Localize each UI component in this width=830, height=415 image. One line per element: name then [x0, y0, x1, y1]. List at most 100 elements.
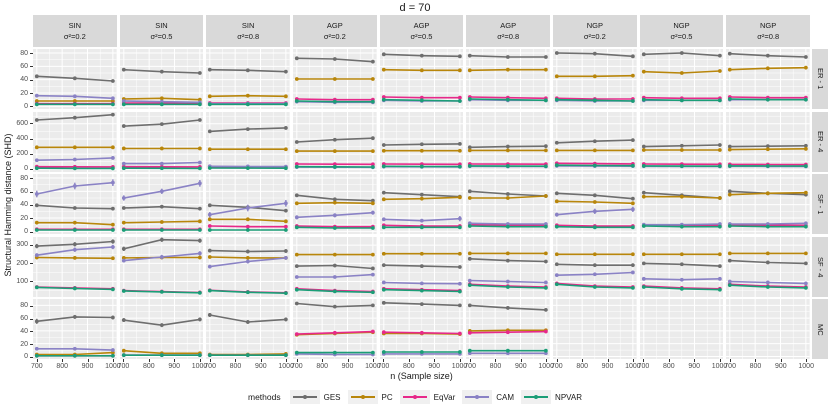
series-EqVar	[468, 330, 549, 336]
col-facet-strip-ngp-8: NGP σ²=0.8	[726, 15, 810, 47]
col-facet-strip-ngp-7: NGP σ²=0.5	[639, 15, 724, 47]
row-facet-label: MC	[815, 323, 825, 336]
legend-key-pc: PC	[347, 390, 393, 404]
x-tick-label: 1000	[625, 363, 641, 371]
row-facet-label: ER - 1	[815, 68, 825, 90]
series-GES	[728, 258, 809, 266]
series-GES	[34, 74, 115, 83]
series-NPVAR	[728, 97, 809, 102]
x-tick-label: 1000	[538, 363, 554, 371]
x-tick-mark	[730, 359, 732, 363]
x-tick-mark	[632, 359, 634, 363]
x-tick-mark	[174, 359, 176, 363]
x-tick-mark	[62, 359, 64, 363]
row-facet-label: SF - 1	[815, 193, 825, 215]
x-tick-label: 900	[601, 363, 614, 371]
series-CAM	[34, 155, 115, 162]
x-tick-mark	[694, 359, 696, 363]
y-tick-label: 20	[20, 340, 28, 348]
x-tick-label: 1000	[105, 363, 121, 371]
facet-panel-MC-AGP-5	[466, 299, 550, 360]
series-PC	[468, 251, 549, 256]
x-tick-mark	[719, 359, 721, 363]
y-tick-mark	[30, 66, 33, 68]
facet-panel-SF-1-AGP-5	[466, 174, 550, 235]
series-CAM	[34, 93, 115, 101]
facet-panel-ER-4-NGP-7	[639, 111, 724, 172]
x-tick-label: 700	[464, 363, 476, 371]
series-NPVAR	[208, 102, 289, 107]
col-facet-sigma-label: σ²=0.8	[757, 31, 780, 41]
x-tick-label: 700	[290, 363, 303, 371]
series-NPVAR	[294, 287, 375, 294]
series-CAM	[381, 280, 462, 286]
series-NPVAR	[554, 162, 635, 168]
series-NPVAR	[208, 165, 289, 170]
legend-key-ges: GES	[289, 390, 341, 404]
x-tick-mark	[347, 359, 349, 363]
series-CAM	[121, 250, 202, 263]
row-facet-strip-mc: MC	[812, 299, 828, 360]
series-NPVAR	[381, 287, 462, 294]
col-facet-strip-sin-1: SIN σ²=0.5	[119, 15, 204, 47]
x-tick-label: 800	[749, 363, 762, 371]
series-NPVAR	[121, 228, 202, 233]
series-NPVAR	[294, 164, 375, 169]
y-tick-label: 100	[16, 277, 28, 285]
series-CAM	[121, 99, 202, 105]
y-tick-label: 0	[24, 165, 28, 173]
y-tick-mark	[30, 281, 33, 283]
y-tick-label: 80	[20, 302, 28, 310]
series-GES	[121, 237, 202, 251]
legend-swatch-icon	[347, 390, 378, 404]
legend-key-cam: CAM	[462, 390, 514, 404]
series-CAM	[554, 206, 635, 217]
series-CAM	[208, 255, 289, 269]
y-tick-mark	[30, 53, 33, 54]
series-PC	[554, 73, 635, 79]
row-facet-strip-sf-4: SF - 4	[812, 236, 828, 297]
x-tick-label: 800	[316, 363, 328, 371]
y-tick-label: 400	[16, 135, 28, 143]
series-EqVar	[294, 97, 375, 102]
col-facet-label: NGP	[586, 21, 603, 30]
facet-panel-SF-1-SIN-2	[206, 174, 290, 235]
y-tick-label: 60	[20, 315, 28, 323]
x-axis-title: n (Sample size)	[390, 371, 453, 381]
series-GES	[121, 67, 202, 75]
col-facet-label: AGP	[413, 21, 430, 30]
series-NPVAR	[381, 225, 462, 230]
x-tick-label: 800	[142, 363, 155, 371]
series-NPVAR	[208, 353, 289, 358]
series-CAM	[641, 276, 722, 282]
x-tick-mark	[520, 359, 522, 363]
col-facet-sigma-label: σ²=0.5	[410, 31, 433, 41]
series-GES	[641, 261, 722, 268]
col-facet-label: AGP	[326, 21, 343, 30]
x-tick-mark	[260, 359, 262, 363]
facet-panel-ER-1-AGP-4	[379, 49, 464, 109]
y-tick-mark	[30, 344, 33, 346]
facet-panel-SF-4-AGP-4	[379, 236, 464, 297]
series-NPVAR	[641, 284, 722, 292]
row-facet-label: ER - 4	[815, 130, 825, 153]
series-NPVAR	[294, 99, 375, 104]
x-tick-mark	[434, 359, 436, 363]
series-GES	[121, 204, 202, 211]
series-GES	[554, 51, 635, 59]
x-tick-label: 800	[402, 363, 415, 371]
col-facet-label: NGP	[673, 21, 690, 30]
legend-swatch-icon	[289, 390, 320, 404]
legend-title: methods	[247, 392, 281, 402]
series-NPVAR	[728, 283, 809, 290]
series-CAM	[728, 221, 809, 227]
x-tick-label: 800	[489, 363, 502, 371]
series-PC	[728, 65, 809, 72]
series-NPVAR	[34, 228, 115, 233]
y-tick-mark	[30, 153, 33, 155]
x-tick-mark	[408, 359, 410, 363]
y-tick-label: 300	[16, 241, 28, 249]
x-tick-mark	[112, 359, 114, 363]
series-NPVAR	[728, 163, 809, 168]
series-NPVAR	[381, 350, 462, 355]
